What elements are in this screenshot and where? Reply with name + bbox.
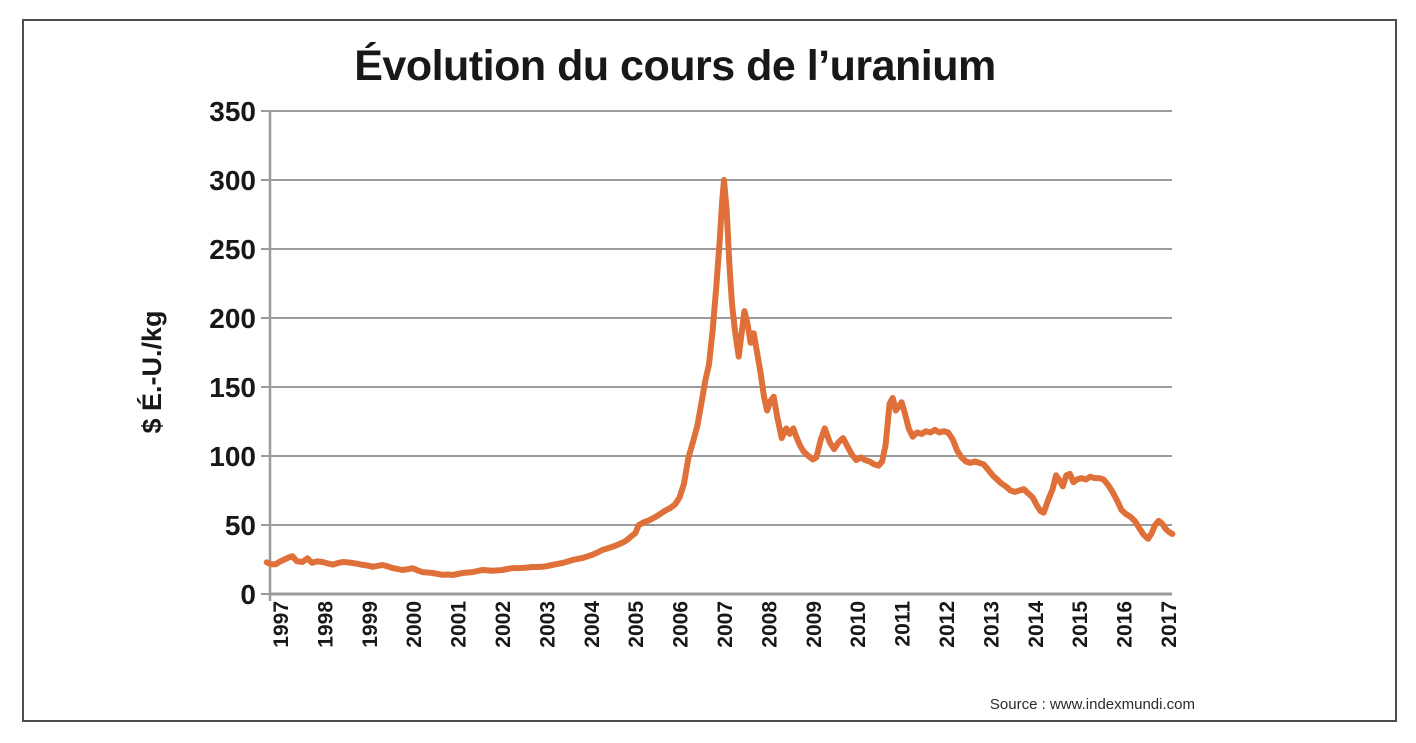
x-tick-label: 2015 bbox=[1069, 601, 1092, 648]
y-tick-label: 350 bbox=[209, 96, 256, 127]
x-tick-label: 1997 bbox=[270, 601, 293, 648]
x-tick-label: 2005 bbox=[625, 601, 648, 648]
x-tick-label: 1999 bbox=[359, 601, 382, 648]
x-tick-label: 2002 bbox=[492, 601, 515, 648]
x-tick-label: 2000 bbox=[403, 601, 426, 648]
x-tick-label: 2008 bbox=[758, 601, 781, 648]
y-tick-label: 250 bbox=[209, 234, 256, 265]
uranium-price-series-line bbox=[263, 177, 1176, 578]
chart-title: Évolution du cours de l’uranium bbox=[354, 42, 996, 90]
y-tick-label: 50 bbox=[225, 510, 256, 541]
x-tick-label: 2001 bbox=[448, 601, 471, 648]
y-tick-label: 150 bbox=[209, 372, 256, 403]
y-tick-label: 100 bbox=[209, 441, 256, 472]
x-tick-label: 2012 bbox=[936, 601, 959, 648]
y-tick-label: 0 bbox=[240, 579, 256, 610]
x-tick-label: 2014 bbox=[1025, 601, 1048, 648]
y-tick-label: 300 bbox=[209, 165, 256, 196]
x-tick-label: 2011 bbox=[892, 601, 915, 647]
x-tick-label: 2009 bbox=[803, 601, 826, 648]
x-tick-label: 2007 bbox=[714, 601, 737, 648]
x-tick-label: 2006 bbox=[670, 601, 693, 648]
x-tick-label: 2016 bbox=[1114, 601, 1137, 648]
x-tick-label: 2010 bbox=[847, 601, 870, 648]
x-tick-label: 2013 bbox=[980, 601, 1003, 648]
x-tick-label: 2003 bbox=[536, 601, 559, 648]
source-caption: Source : www.indexmundi.com bbox=[989, 696, 1195, 713]
y-tick-label: 200 bbox=[209, 303, 256, 334]
x-tick-label: 2004 bbox=[581, 601, 604, 648]
x-tick-label: 1998 bbox=[314, 601, 337, 648]
x-tick-label: 2017 bbox=[1158, 601, 1181, 648]
